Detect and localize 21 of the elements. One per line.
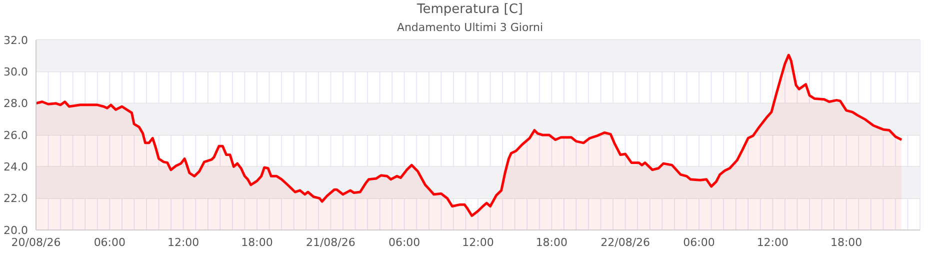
chart-subtitle: Andamento Ultimi 3 Giorni bbox=[396, 21, 544, 34]
chart-title: Temperatura [C] bbox=[416, 2, 524, 17]
x-tick-label: 12:00 bbox=[167, 236, 200, 249]
y-tick-label: 22.0 bbox=[4, 192, 28, 206]
x-tick-label: 18:00 bbox=[241, 236, 273, 249]
x-tick-label: 12:00 bbox=[462, 236, 494, 249]
x-tick-label: 20/08/26 bbox=[11, 236, 61, 249]
x-tick-label: 18:00 bbox=[536, 236, 568, 249]
y-tick-label: 20.0 bbox=[4, 224, 28, 237]
y-tick-label: 26.0 bbox=[4, 128, 28, 142]
x-tick-label: 12:00 bbox=[756, 236, 789, 249]
y-tick-label: 32.0 bbox=[4, 34, 28, 47]
x-tick-label: 06:00 bbox=[388, 236, 420, 249]
x-tick-label: 21/08/26 bbox=[306, 236, 356, 249]
x-tick-label: 06:00 bbox=[683, 236, 715, 249]
x-tick-label: 06:00 bbox=[94, 236, 126, 249]
y-tick-label: 24.0 bbox=[4, 160, 28, 174]
y-tick-label: 28.0 bbox=[4, 97, 28, 110]
x-tick-label: 18:00 bbox=[830, 236, 862, 249]
y-tick-label: 30.0 bbox=[4, 66, 28, 79]
x-tick-label: 22/08/26 bbox=[600, 236, 650, 249]
